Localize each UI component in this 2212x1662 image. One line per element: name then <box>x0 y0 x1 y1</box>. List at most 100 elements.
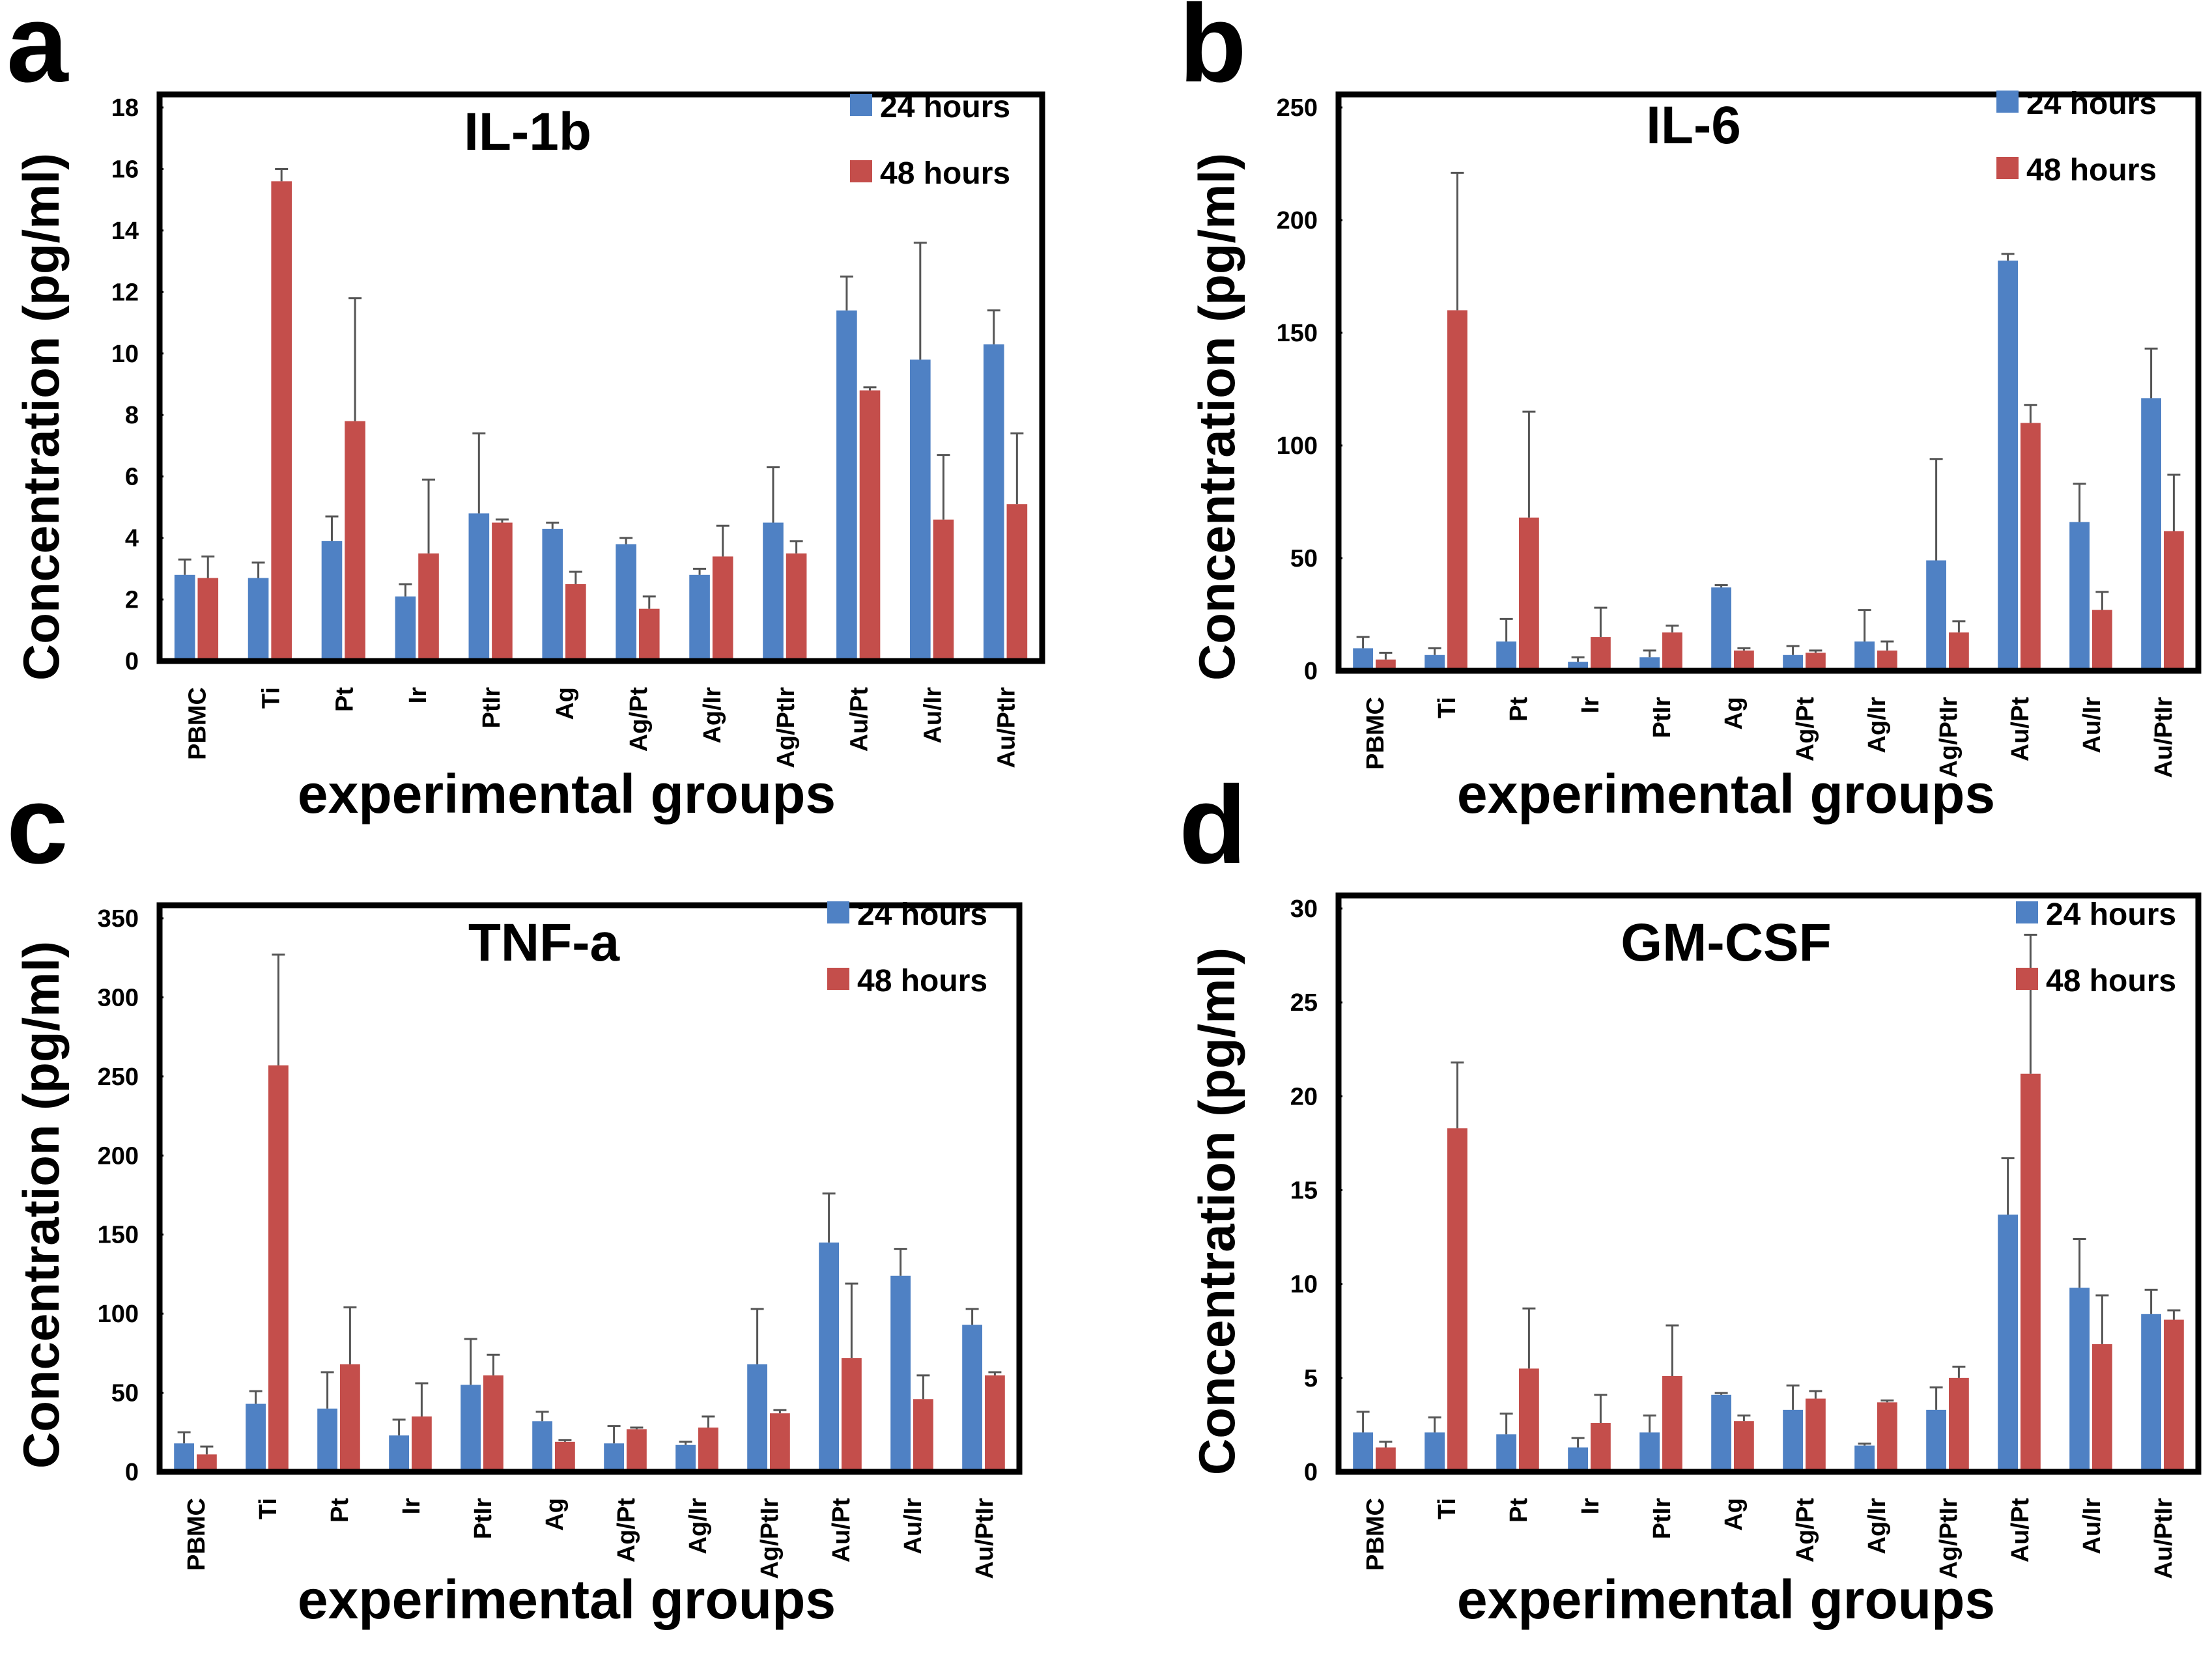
x-tick-label: Au/Ir <box>2078 697 2106 754</box>
x-tick-label: Pt <box>331 687 358 712</box>
bar-24h-ag <box>542 528 563 661</box>
bar-24h-ptir <box>461 1385 481 1472</box>
bar-24h-ag-ir <box>689 574 710 661</box>
bar-48h-ptir <box>1662 632 1682 671</box>
x-tick-label: Ti <box>1434 1498 1461 1519</box>
bar-24h-ag-ptir <box>763 522 784 661</box>
chart-title: TNF-a <box>468 913 621 972</box>
x-tick-label: Au/Pt <box>846 687 873 752</box>
bar-24h-ti <box>248 578 269 661</box>
bar-24h-ir <box>1568 1447 1588 1472</box>
bar-48h-au-ptir <box>985 1375 1005 1472</box>
bar-48h-ti <box>268 1065 289 1472</box>
x-tick-label: Ti <box>255 1498 282 1519</box>
x-tick-label: Ir <box>1577 1498 1604 1515</box>
legend-swatch-24h <box>827 901 849 923</box>
bar-48h-ir <box>418 553 439 661</box>
bar-24h-ir <box>395 596 416 661</box>
y-tick-label: 0 <box>1304 1459 1318 1486</box>
x-tick-label: Ag <box>1720 1498 1748 1531</box>
bar-24h-ti <box>1425 1432 1445 1472</box>
bar-48h-ag-ir <box>1877 1402 1897 1472</box>
x-tick-label: Ag/Ir <box>1864 697 1891 754</box>
x-tick-label: PBMC <box>1362 1498 1389 1571</box>
legend-swatch-48h <box>1996 157 2019 179</box>
y-tick-label: 8 <box>125 402 139 429</box>
bar-24h-ag <box>1711 1394 1731 1472</box>
legend-label-48h: 48 hours <box>2026 153 2157 188</box>
x-tick-label: Pt <box>1505 697 1533 722</box>
bar-48h-au-pt <box>842 1358 862 1472</box>
bar-24h-ti <box>246 1403 266 1472</box>
bar-24h-ag-pt <box>604 1443 624 1472</box>
bar-48h-ptir <box>1662 1375 1682 1472</box>
y-axis-label: Concentration (pg/ml) <box>12 153 70 681</box>
y-tick-label: 350 <box>98 905 139 933</box>
bar-48h-au-pt <box>859 390 881 661</box>
bar-48h-ag-pt <box>638 608 660 661</box>
x-tick-label: PtIr <box>1649 697 1676 739</box>
bar-24h-pbmc <box>1353 648 1373 671</box>
bar-24h-pt <box>321 541 343 661</box>
bar-24h-au-ir <box>910 359 931 661</box>
x-tick-label: Ir <box>404 687 432 704</box>
y-tick-label: 150 <box>1277 320 1318 347</box>
bar-48h-ag-pt <box>1806 653 1826 671</box>
legend-swatch-24h <box>2016 901 2038 923</box>
bar-24h-au-pt <box>1998 1214 2018 1472</box>
bar-48h-ag-ir <box>1877 650 1897 671</box>
x-tick-label: PtIr <box>1649 1498 1676 1540</box>
chart-panel-d: d Concentration (pg/ml) 0 5 10 15 20 25 30 PBMC Ti… <box>1179 763 2202 1630</box>
legend-label-24h: 24 hours <box>880 90 1010 124</box>
bar-48h-au-pt <box>2021 423 2041 671</box>
x-tick-label: Au/PtIr <box>993 687 1021 768</box>
y-tick-label: 300 <box>98 984 139 1011</box>
bar-48h-au-ptir <box>2164 531 2184 671</box>
chart-title: IL-1b <box>464 102 591 162</box>
bar-24h-pbmc <box>1353 1432 1373 1472</box>
bar-48h-ag-ir <box>698 1428 718 1472</box>
bar-48h-au-ir <box>2092 610 2112 671</box>
x-tick-label: Ti <box>1434 697 1461 718</box>
y-tick-label: 4 <box>125 525 139 552</box>
bar-24h-au-ptir <box>2141 398 2161 671</box>
legend-label-24h: 24 hours <box>2046 897 2176 932</box>
x-tick-label: Au/Ir <box>2078 1498 2106 1555</box>
bar-24h-au-pt <box>819 1242 839 1472</box>
bar-48h-ag <box>565 584 586 661</box>
bar-24h-au-ptir <box>983 344 1004 661</box>
bar-48h-au-ir <box>933 519 954 661</box>
x-tick-label: Ag/Ir <box>685 1498 712 1555</box>
y-tick-label: 50 <box>111 1380 139 1407</box>
legend-label-24h: 24 hours <box>857 897 987 932</box>
y-tick-label: 2 <box>125 587 139 614</box>
x-tick-label: Ag/PtIr <box>1935 697 1963 778</box>
x-tick-label: Au/Pt <box>2007 697 2034 762</box>
y-tick-label: 100 <box>1277 432 1318 460</box>
bar-24h-ag-pt <box>616 544 636 661</box>
bar-24h-au-ptir <box>2141 1314 2161 1472</box>
x-tick-label: Ag/PtIr <box>756 1498 784 1579</box>
bar-24h-ag-pt <box>1783 1409 1803 1472</box>
y-tick-label: 25 <box>1290 989 1318 1017</box>
bar-24h-ag-ir <box>1854 641 1875 671</box>
x-tick-label: Au/Ir <box>900 1498 927 1555</box>
y-tick-label: 10 <box>1290 1271 1318 1299</box>
bar-24h-ir <box>389 1435 409 1472</box>
bar-48h-au-pt <box>2021 1073 2041 1472</box>
x-tick-label: Ag <box>552 687 579 720</box>
bar-24h-au-ptir <box>962 1325 982 1472</box>
x-tick-label: Au/PtIr <box>2150 1498 2177 1579</box>
x-axis-label: experimental groups <box>1457 1569 1995 1630</box>
bar-48h-ag-ptir <box>786 553 807 661</box>
x-tick-label: Ag/PtIr <box>773 687 800 768</box>
x-tick-label: Ag/Pt <box>613 1498 640 1563</box>
x-tick-label: Au/Pt <box>828 1498 855 1563</box>
chart-panel-a: a Concentration (pg/ml) 0 2 4 6 8 10 12 14 16 18 PBM… <box>7 0 1045 824</box>
x-tick-label: Ir <box>398 1498 425 1515</box>
bar-24h-pt <box>1496 1434 1516 1472</box>
x-tick-label: Ag/Ir <box>1864 1498 1891 1555</box>
y-tick-label: 100 <box>98 1301 139 1328</box>
bar-24h-ag-ptir <box>1926 1409 1946 1472</box>
bar-24h-ptir <box>1639 657 1660 671</box>
